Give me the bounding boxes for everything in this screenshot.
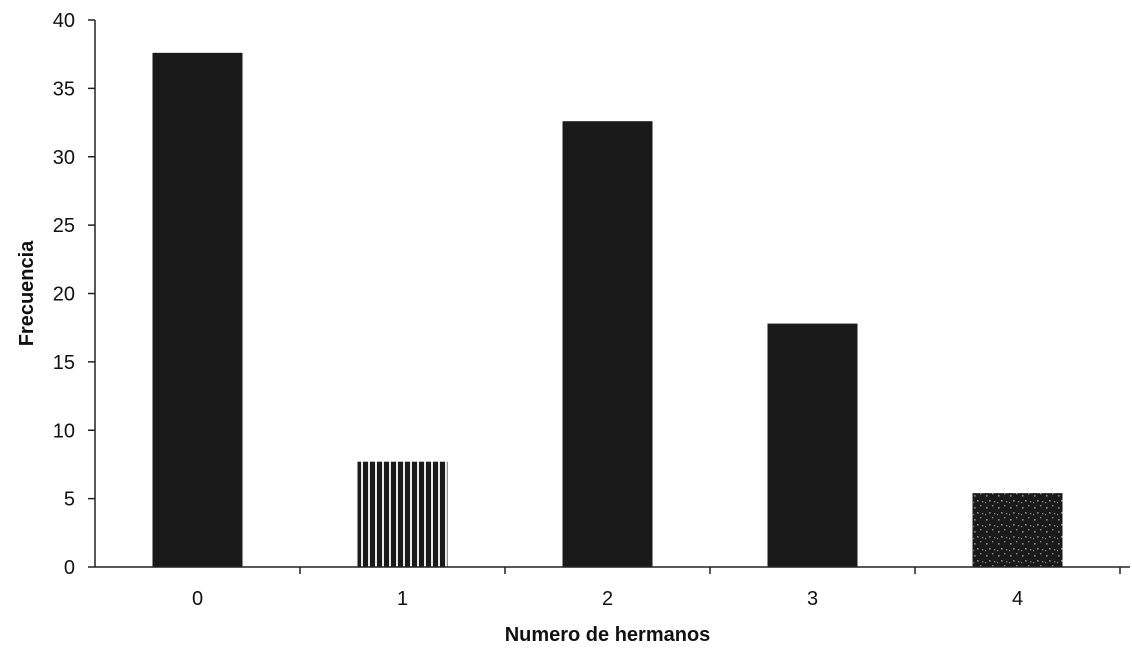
x-axis-title: Numero de hermanos — [505, 624, 711, 646]
bar-0 — [152, 52, 243, 567]
x-tick-label: 0 — [192, 588, 203, 610]
x-ticks-group: 0 1 2 3 4 — [192, 567, 1121, 610]
bars-group — [152, 52, 1063, 567]
bar-1 — [357, 461, 448, 567]
y-tick-label: 25 — [53, 215, 75, 237]
bar-2 — [562, 121, 653, 567]
x-tick-label: 2 — [602, 588, 613, 610]
y-tick-label: 0 — [64, 557, 75, 579]
y-axis-title: Frecuencia — [16, 240, 38, 346]
y-tick-label: 40 — [53, 10, 75, 32]
y-tick-label: 5 — [64, 489, 75, 511]
y-tick-label: 35 — [53, 78, 75, 100]
y-tick-label: 15 — [53, 352, 75, 374]
y-ticks-group: 0 5 10 15 20 25 30 35 40 — [53, 10, 95, 579]
x-tick-label: 4 — [1012, 588, 1023, 610]
x-tick-label: 1 — [397, 588, 408, 610]
x-tick-label: 3 — [807, 588, 818, 610]
bar-4 — [972, 493, 1063, 567]
y-tick-label: 10 — [53, 420, 75, 442]
y-tick-label: 20 — [53, 284, 75, 306]
y-tick-label: 30 — [53, 147, 75, 169]
bar-3 — [767, 323, 858, 567]
